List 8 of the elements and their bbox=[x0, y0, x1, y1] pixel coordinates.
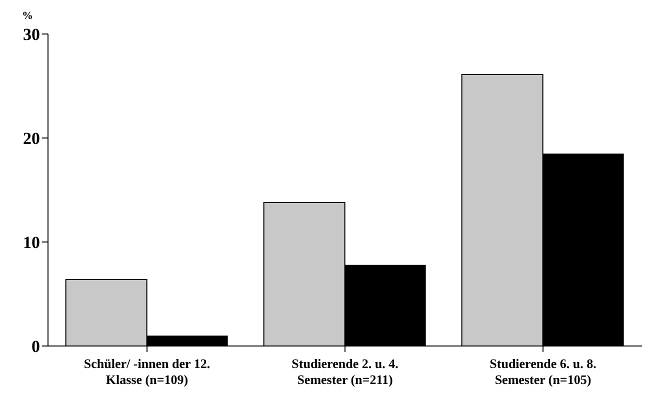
x-tick-label: Schüler/ -innen der 12. Klasse (n=109) bbox=[84, 356, 210, 387]
y-axis-title: % bbox=[22, 10, 33, 22]
y-tick-label: 10 bbox=[23, 233, 40, 252]
x-tick-label: Studierende 2. u. 4. Semester (n=211) bbox=[292, 356, 398, 387]
y-tick-label: 0 bbox=[32, 337, 40, 356]
y-tick-label: 20 bbox=[23, 129, 40, 148]
y-tick-label: 30 bbox=[23, 25, 40, 44]
x-tick-label: Studierende 6. u. 8. Semester (n=105) bbox=[490, 356, 596, 387]
